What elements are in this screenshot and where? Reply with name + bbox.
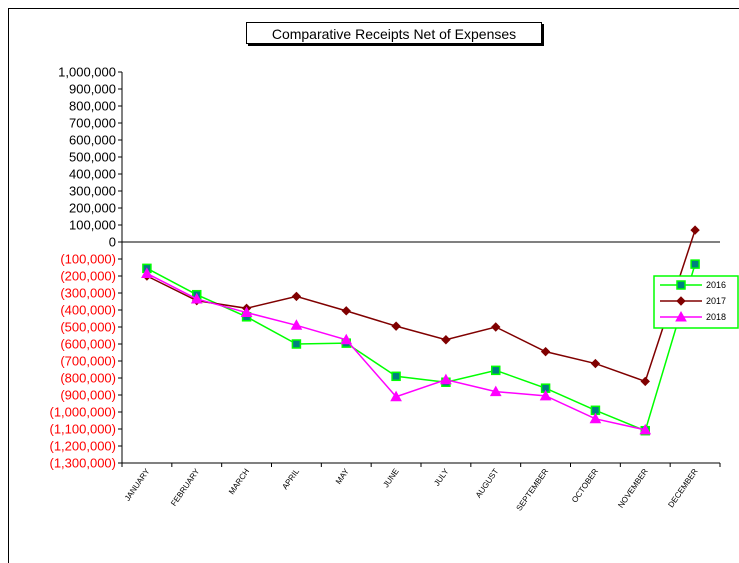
y-tick-label: (1,100,000) bbox=[50, 422, 117, 437]
y-tick-label: (300,000) bbox=[60, 286, 116, 301]
y-tick-label: (500,000) bbox=[60, 320, 116, 335]
y-tick-label: 400,000 bbox=[69, 167, 116, 182]
y-tick-label: 200,000 bbox=[69, 201, 116, 216]
x-category-label: OCTOBER bbox=[570, 467, 600, 505]
y-tick-label: 300,000 bbox=[69, 184, 116, 199]
data-point-triangle bbox=[190, 292, 203, 304]
data-point-square bbox=[676, 280, 686, 290]
data-point-diamond bbox=[291, 291, 302, 302]
legend-entry-2016: 2016 bbox=[660, 280, 726, 290]
x-category-label: SEPTEMBER bbox=[515, 467, 551, 513]
x-category-label: JUNE bbox=[381, 467, 400, 489]
series-layer bbox=[141, 225, 700, 436]
series-line bbox=[146, 263, 696, 432]
y-tick-label: (200,000) bbox=[60, 269, 116, 284]
data-point-diamond bbox=[540, 346, 551, 357]
x-category-label: MARCH bbox=[227, 467, 251, 496]
chart-frame bbox=[8, 8, 739, 563]
data-point-square bbox=[491, 365, 501, 376]
data-point-square bbox=[391, 371, 401, 382]
x-category-label: MAY bbox=[334, 466, 351, 485]
y-tick-label: (800,000) bbox=[60, 371, 116, 386]
y-tick-label: (900,000) bbox=[60, 388, 116, 403]
chart-title: Comparative Receipts Net of Expenses bbox=[246, 22, 542, 44]
y-tick-label: (100,000) bbox=[60, 252, 116, 267]
x-category-label: JANUARY bbox=[123, 466, 152, 502]
data-point-diamond bbox=[341, 306, 351, 316]
data-point-triangle bbox=[539, 389, 552, 401]
series-2018 bbox=[141, 267, 652, 435]
y-tick-label: (700,000) bbox=[60, 354, 116, 369]
legend-label: 2016 bbox=[706, 280, 726, 290]
data-point-triangle bbox=[639, 423, 652, 435]
data-point-triangle bbox=[589, 412, 602, 424]
x-category-label: NOVEMBER bbox=[616, 467, 650, 510]
y-tick-label: 600,000 bbox=[69, 133, 116, 148]
y-tick-label: 1,000,000 bbox=[58, 65, 116, 80]
data-point-diamond bbox=[491, 322, 501, 332]
series-line bbox=[146, 229, 696, 383]
data-point-diamond bbox=[676, 296, 686, 306]
data-point-diamond bbox=[590, 358, 601, 369]
y-axis: 1,000,000 900,000 800,000 700,000 600,000 500… bbox=[50, 65, 720, 471]
data-point-diamond bbox=[441, 335, 451, 345]
y-tick-label: 100,000 bbox=[69, 218, 116, 233]
data-point-triangle bbox=[340, 333, 353, 345]
legend-entry-2017: 2017 bbox=[660, 296, 726, 306]
series-line bbox=[146, 272, 646, 431]
y-tick-label: 0 bbox=[109, 235, 116, 250]
y-tick-label: (1,200,000) bbox=[50, 439, 117, 454]
data-point-square bbox=[291, 339, 302, 349]
series-2016 bbox=[142, 259, 700, 436]
y-tick-label: (600,000) bbox=[60, 337, 116, 352]
y-tick-label: (400,000) bbox=[60, 303, 116, 318]
y-tick-label: 800,000 bbox=[69, 99, 116, 114]
y-tick-label: (1,300,000) bbox=[50, 456, 117, 471]
x-category-label: JULY bbox=[432, 466, 451, 487]
legend-label: 2017 bbox=[706, 296, 726, 306]
data-point-triangle bbox=[141, 267, 153, 278]
data-point-square bbox=[690, 259, 700, 269]
legend-entry-2018: 2018 bbox=[660, 310, 726, 322]
x-category-label: DECEMBER bbox=[666, 467, 700, 509]
data-point-diamond bbox=[690, 225, 700, 235]
data-point-triangle bbox=[675, 310, 687, 322]
data-point-diamond bbox=[391, 321, 401, 331]
x-category-label: APRIL bbox=[280, 467, 301, 492]
data-point-triangle bbox=[240, 306, 253, 318]
x-category-label: FEBRUARY bbox=[169, 466, 202, 507]
y-tick-label: 700,000 bbox=[69, 116, 116, 131]
data-point-triangle bbox=[390, 390, 402, 402]
data-point-triangle bbox=[440, 373, 452, 385]
y-tick-label: 900,000 bbox=[69, 82, 116, 97]
legend-label: 2018 bbox=[706, 312, 726, 322]
data-point-triangle bbox=[290, 319, 303, 330]
y-tick-label: 500,000 bbox=[69, 150, 116, 165]
y-tick-label: (1,000,000) bbox=[50, 405, 117, 420]
x-axis: JANUARY FEBRUARY MARCH APRIL MAY JUNE JULY AUGU… bbox=[121, 462, 721, 513]
data-point-diamond bbox=[640, 376, 650, 387]
x-category-label: AUGUST bbox=[474, 467, 501, 500]
series-2017 bbox=[142, 225, 700, 387]
legend: 2016 2017 2018 bbox=[653, 275, 739, 329]
data-point-triangle bbox=[489, 385, 502, 397]
